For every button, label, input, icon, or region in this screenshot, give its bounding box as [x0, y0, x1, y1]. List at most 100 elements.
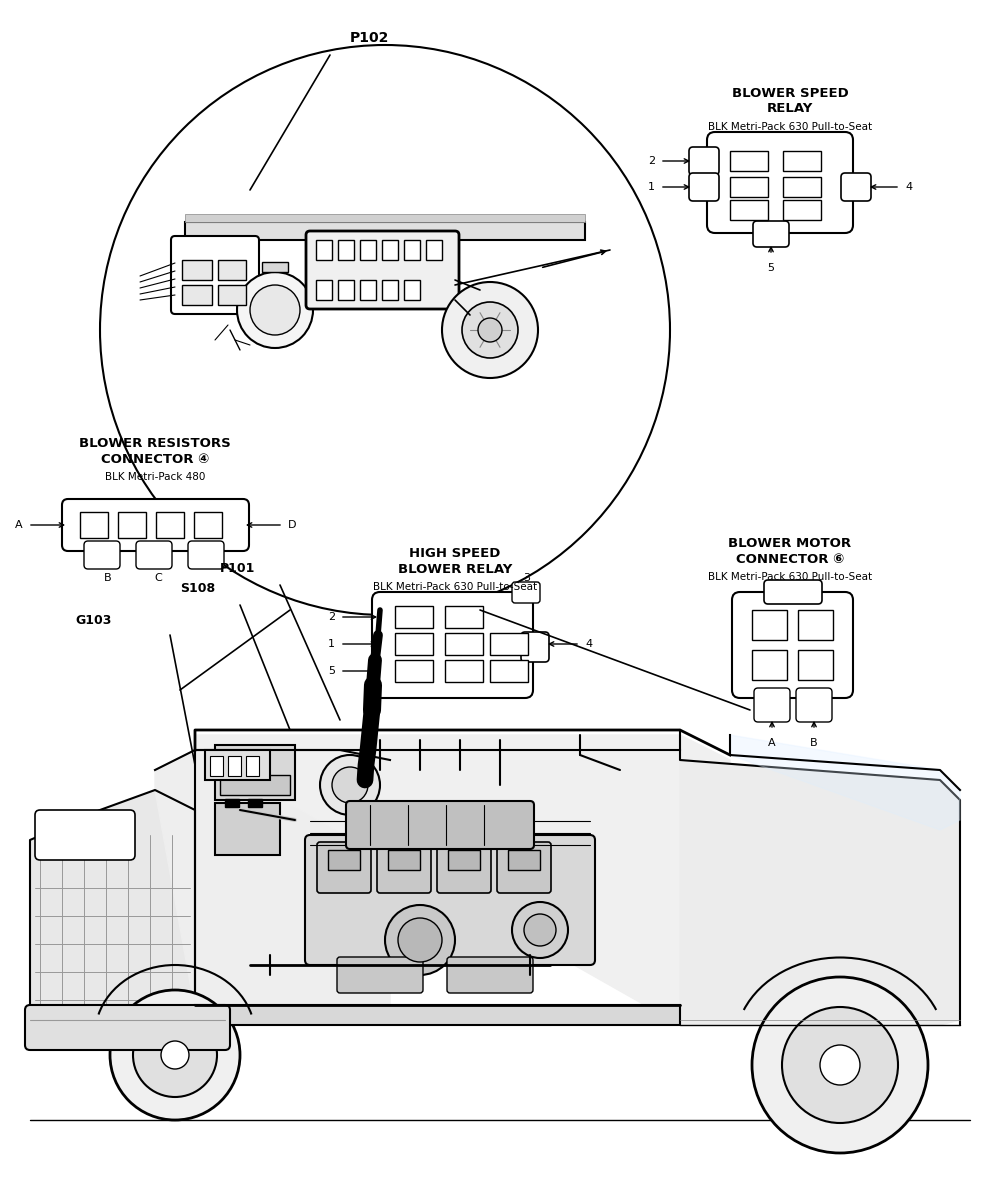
Bar	[246, 756, 259, 776]
Bar	[220, 775, 290, 794]
Bar	[338, 280, 354, 300]
Circle shape	[100, 44, 670, 614]
Bar	[338, 240, 354, 260]
Text: BLK Metri-Pack 630 Pull-to-Seat: BLK Metri-Pack 630 Pull-to-Seat	[708, 122, 872, 132]
Bar	[395, 606, 433, 628]
Text: RELAY: RELAY	[767, 102, 813, 115]
Bar	[445, 606, 483, 628]
Circle shape	[512, 902, 568, 958]
Polygon shape	[680, 734, 960, 1025]
FancyBboxPatch shape	[136, 541, 172, 569]
Text: 2: 2	[648, 156, 655, 166]
Text: CONNECTOR ⑥: CONNECTOR ⑥	[736, 553, 844, 566]
Bar	[205, 750, 270, 780]
FancyBboxPatch shape	[372, 592, 533, 698]
Bar	[445, 660, 483, 682]
FancyBboxPatch shape	[512, 582, 540, 602]
Text: 4: 4	[585, 638, 592, 649]
Circle shape	[110, 990, 240, 1120]
Bar	[508, 850, 540, 870]
FancyBboxPatch shape	[689, 173, 719, 200]
Circle shape	[332, 767, 368, 803]
Bar	[225, 799, 239, 806]
Bar	[798, 610, 833, 640]
Bar	[228, 756, 241, 776]
Text: 1: 1	[328, 638, 335, 649]
FancyBboxPatch shape	[377, 842, 431, 893]
FancyBboxPatch shape	[188, 541, 224, 569]
Bar	[752, 650, 787, 680]
Circle shape	[237, 272, 313, 348]
Bar	[185, 214, 585, 222]
Text: BLK Metri-Pack 630 Pull-to-Seat: BLK Metri-Pack 630 Pull-to-Seat	[708, 572, 872, 582]
Bar	[730, 151, 768, 170]
Bar	[185, 222, 585, 240]
FancyBboxPatch shape	[35, 810, 135, 860]
Text: BLK Metri-Pack 630 Pull-to-Seat: BLK Metri-Pack 630 Pull-to-Seat	[373, 582, 537, 592]
Bar	[783, 200, 821, 220]
Text: 5: 5	[768, 263, 775, 272]
FancyBboxPatch shape	[841, 173, 871, 200]
FancyBboxPatch shape	[346, 802, 534, 850]
Circle shape	[524, 914, 556, 946]
Text: 1: 1	[648, 182, 655, 192]
Bar	[730, 176, 768, 197]
Text: S108: S108	[180, 582, 215, 595]
Circle shape	[442, 282, 538, 378]
Bar	[783, 151, 821, 170]
Bar	[262, 262, 288, 272]
Bar	[426, 240, 442, 260]
Text: D: D	[288, 520, 296, 530]
Bar	[395, 660, 433, 682]
Text: BLOWER RELAY: BLOWER RELAY	[398, 563, 513, 576]
Text: 5: 5	[328, 666, 335, 676]
Bar	[752, 610, 787, 640]
Text: P101: P101	[220, 562, 255, 575]
FancyBboxPatch shape	[437, 842, 491, 893]
Bar	[382, 240, 398, 260]
Bar	[448, 850, 480, 870]
FancyBboxPatch shape	[521, 632, 549, 662]
FancyBboxPatch shape	[707, 132, 853, 233]
Polygon shape	[30, 790, 195, 1025]
Bar	[360, 240, 376, 260]
Bar	[328, 850, 360, 870]
Polygon shape	[155, 750, 390, 1025]
Bar	[404, 280, 420, 300]
Circle shape	[462, 302, 518, 358]
Circle shape	[161, 1040, 189, 1069]
Bar	[490, 660, 528, 682]
Bar	[445, 634, 483, 655]
Circle shape	[398, 918, 442, 962]
Bar	[215, 803, 280, 854]
Text: BLOWER RESISTORS: BLOWER RESISTORS	[79, 437, 231, 450]
FancyBboxPatch shape	[753, 221, 789, 247]
Text: P102: P102	[350, 31, 389, 44]
Polygon shape	[195, 734, 730, 1025]
Bar	[395, 634, 433, 655]
FancyBboxPatch shape	[317, 842, 371, 893]
Bar	[783, 176, 821, 197]
Bar	[194, 512, 222, 538]
Text: 4: 4	[904, 182, 913, 192]
FancyBboxPatch shape	[732, 592, 853, 698]
Bar	[218, 260, 246, 280]
Text: A: A	[768, 738, 776, 748]
Bar	[182, 260, 212, 280]
FancyBboxPatch shape	[689, 146, 719, 175]
Circle shape	[478, 318, 502, 342]
FancyBboxPatch shape	[337, 958, 423, 994]
Circle shape	[320, 755, 380, 815]
FancyBboxPatch shape	[754, 688, 790, 722]
FancyBboxPatch shape	[447, 958, 533, 994]
Bar	[316, 280, 332, 300]
FancyBboxPatch shape	[497, 842, 551, 893]
Text: BLOWER MOTOR: BLOWER MOTOR	[729, 538, 851, 550]
Bar	[388, 850, 420, 870]
FancyBboxPatch shape	[305, 835, 595, 965]
Bar	[215, 745, 295, 800]
Text: HIGH SPEED: HIGH SPEED	[409, 547, 500, 560]
Bar	[730, 200, 768, 220]
Text: 2: 2	[328, 612, 335, 622]
FancyBboxPatch shape	[171, 236, 259, 314]
